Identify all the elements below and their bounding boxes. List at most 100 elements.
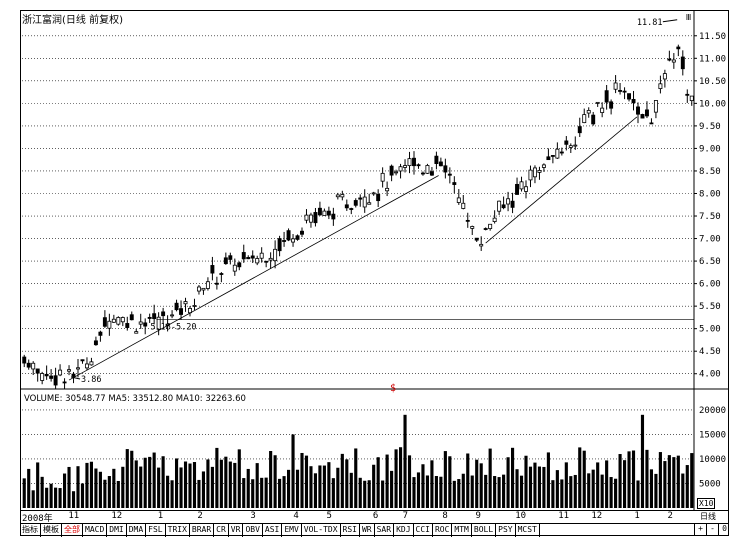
volume-bar [448,456,452,508]
mid-annotation: 5.18-5.20 [150,323,196,333]
candle-body [205,281,210,289]
candle-body [604,90,609,103]
price-tick-label: 8.00 [699,189,721,199]
volume-bar [269,451,273,508]
indicator-tab[interactable]: MACD [83,524,108,537]
candle-body [537,170,542,173]
volume-bar [488,448,492,508]
indicator-tab[interactable]: BOLL [472,524,497,537]
volume-bar [403,414,407,508]
volume-bar [654,473,658,508]
volume-bar [681,473,685,508]
indicator-tab[interactable]: CR [214,524,229,537]
candle-body [671,59,676,63]
layout-toggle-icon[interactable]: Ⅲ [685,13,692,22]
volume-bar [58,488,62,508]
volume-bar [76,466,80,508]
candle-body [609,101,614,109]
volume-bar [345,459,349,508]
volume-bar [363,480,367,508]
indicator-tab[interactable]: OBV [243,524,263,537]
volume-bar [600,474,604,508]
trend-line [485,116,638,244]
indicator-tab[interactable]: MTM [452,524,472,537]
candle-body [129,314,134,321]
volume-bar [67,466,71,508]
volume-bar [578,447,582,508]
volume-bar [251,479,255,508]
volume-tick-label: 10000 [699,455,726,465]
indicator-tab[interactable]: BRAR [190,524,215,537]
price-tick-label: 6.50 [699,257,721,267]
volume-bar [143,457,147,508]
indicator-tab[interactable]: MCST [516,524,540,537]
volume-bar [139,466,143,508]
volume-bar [636,480,640,508]
candle-body [662,73,667,80]
candle-body [53,375,58,386]
candle-body [447,173,452,176]
candle-body [219,273,224,275]
candle-body [152,313,157,320]
volume-bar [533,462,537,508]
indicator-tab[interactable]: FSL [146,524,166,537]
period-label[interactable]: 日线 [700,512,716,521]
candle-body [559,151,564,154]
volume-bar [215,447,219,508]
indicator-tab[interactable]: 全部 [62,524,83,537]
indicator-tab[interactable]: ASI [263,524,283,537]
volume-bar [416,472,421,508]
indicator-tab[interactable]: PSY [496,524,516,537]
volume-bar [685,465,689,508]
volume-bar [255,463,259,508]
volume-bar [152,452,156,508]
indicator-tab[interactable]: EMV [282,524,302,537]
indicator-tab[interactable]: SAR [375,524,395,537]
candle-body [183,301,188,305]
volume-bar [170,480,174,508]
volume-tick-label: 5000 [699,479,721,489]
volume-bar [497,477,501,508]
volume-bar [340,453,344,508]
price-tick-label: 11.00 [699,54,726,64]
volume-bar [443,451,447,508]
indicator-tab[interactable]: RSI [341,524,360,537]
candle-body [636,106,640,115]
volume-bar [206,459,210,508]
candle-body [438,161,443,167]
price-tick-label: 4.50 [699,347,721,357]
indicator-tab[interactable]: KDJ [394,524,414,537]
indicator-tab[interactable]: ROC [433,524,453,537]
candle-body [93,340,98,346]
indicator-tab[interactable]: WR [360,524,375,537]
candle-body [465,219,470,222]
candle-body [497,200,502,212]
price-tick-label: 11.50 [699,32,726,42]
candle-body [420,172,425,175]
indicator-tab[interactable]: TRIX [166,524,190,537]
reset-zoom-button[interactable]: 0 [718,523,730,535]
indicator-tab[interactable]: DMI [107,524,127,537]
indicator-tab[interactable]: 模板 [41,524,62,537]
candle-body [385,187,390,192]
candle-body [196,286,201,292]
indicator-tab[interactable]: VR [229,524,244,537]
candle-body [125,323,130,328]
indicator-tab[interactable]: 指标 [20,524,41,537]
volume-bar [85,462,89,508]
indicator-tab[interactable]: DMA [127,524,147,537]
volume-bar [667,455,671,508]
volume-bar [36,462,40,508]
volume-bar [112,468,116,508]
zoom-out-button[interactable]: - [706,523,718,535]
volume-bar [470,475,474,508]
indicator-tab[interactable]: VOL-TDX [302,524,341,537]
indicator-tab[interactable]: CCI [414,524,433,537]
zoom-in-button[interactable]: + [694,523,706,535]
candle-body [564,140,569,145]
volume-bar [421,464,425,508]
volume-bar [622,460,627,508]
price-tick-label: 10.00 [699,99,726,109]
volume-bar [542,466,546,508]
